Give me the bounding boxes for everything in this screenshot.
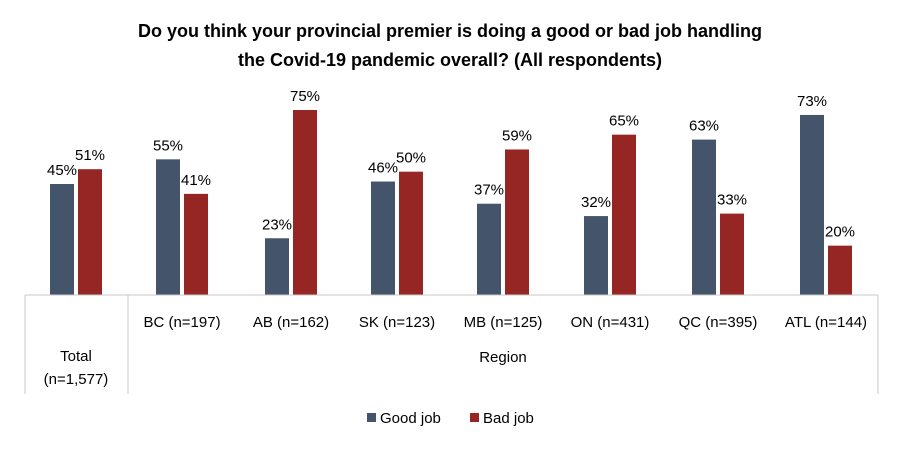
category-label-bc: BC (n=197) <box>143 314 220 331</box>
bar-bad-job-on <box>612 134 636 295</box>
data-label-good-job-total: 45% <box>47 162 77 179</box>
legend-label-good-job: Good job <box>380 410 441 427</box>
bar-bad-job-bc <box>184 193 208 295</box>
bar-bad-job-mb <box>505 149 529 295</box>
chart-title-line-1: Do you think your provincial premier is … <box>138 21 762 41</box>
data-label-good-job-qc: 63% <box>689 118 719 135</box>
data-label-bad-job-ab: 75% <box>290 88 320 105</box>
bar-bad-job-total <box>78 169 102 295</box>
legend-label-bad-job: Bad job <box>483 410 534 427</box>
total-label-line-2: (n=1,577) <box>44 371 109 388</box>
data-label-good-job-sk: 46% <box>368 160 398 177</box>
legend-swatch-bad-job <box>470 413 479 422</box>
bar-good-job-ab <box>265 238 289 295</box>
bar-good-job-sk <box>371 181 395 295</box>
bar-good-job-qc <box>692 139 716 295</box>
bars-layer: 45% 55% 23% 46% 37% 32% 63% 73% 51% 41% 75% 50% 59% 6… <box>47 88 855 295</box>
bar-good-job-on <box>584 216 608 295</box>
category-label-sk: SK (n=123) <box>359 314 435 331</box>
category-labels: BC (n=197) AB (n=162) SK (n=123) MB (n=125)… <box>143 314 867 331</box>
total-label-line-1: Total <box>60 348 92 365</box>
data-label-good-job-atl: 73% <box>797 93 827 110</box>
category-label-mb: MB (n=125) <box>464 314 543 331</box>
bar-good-job-bc <box>156 159 180 295</box>
legend-swatch-good-job <box>367 413 376 422</box>
region-group-label: Region <box>479 349 527 366</box>
data-label-bad-job-mb: 59% <box>502 127 532 144</box>
category-axis <box>24 294 879 394</box>
data-label-good-job-ab: 23% <box>262 216 292 233</box>
data-label-bad-job-atl: 20% <box>825 224 855 241</box>
data-label-good-job-bc: 55% <box>153 137 183 154</box>
data-label-good-job-on: 32% <box>581 194 611 211</box>
bar-bad-job-ab <box>293 110 317 295</box>
bar-good-job-total <box>50 184 74 295</box>
category-label-qc: QC (n=395) <box>679 314 758 331</box>
bar-bad-job-atl <box>828 245 852 295</box>
legend: Good job Bad job <box>367 410 534 427</box>
bar-good-job-atl <box>800 114 824 295</box>
data-label-bad-job-on: 65% <box>609 113 639 130</box>
data-label-good-job-mb: 37% <box>474 182 504 199</box>
data-label-bad-job-bc: 41% <box>181 172 211 189</box>
data-label-bad-job-sk: 50% <box>396 150 426 167</box>
bar-bad-job-sk <box>399 171 423 295</box>
bar-bad-job-qc <box>720 213 744 295</box>
category-label-on: ON (n=431) <box>571 314 650 331</box>
chart-title-line-2: the Covid-19 pandemic overall? (All resp… <box>238 50 662 70</box>
category-label-ab: AB (n=162) <box>253 314 329 331</box>
category-label-atl: ATL (n=144) <box>785 314 867 331</box>
data-label-bad-job-total: 51% <box>75 147 105 164</box>
data-label-bad-job-qc: 33% <box>717 192 747 209</box>
bar-good-job-mb <box>477 203 501 295</box>
